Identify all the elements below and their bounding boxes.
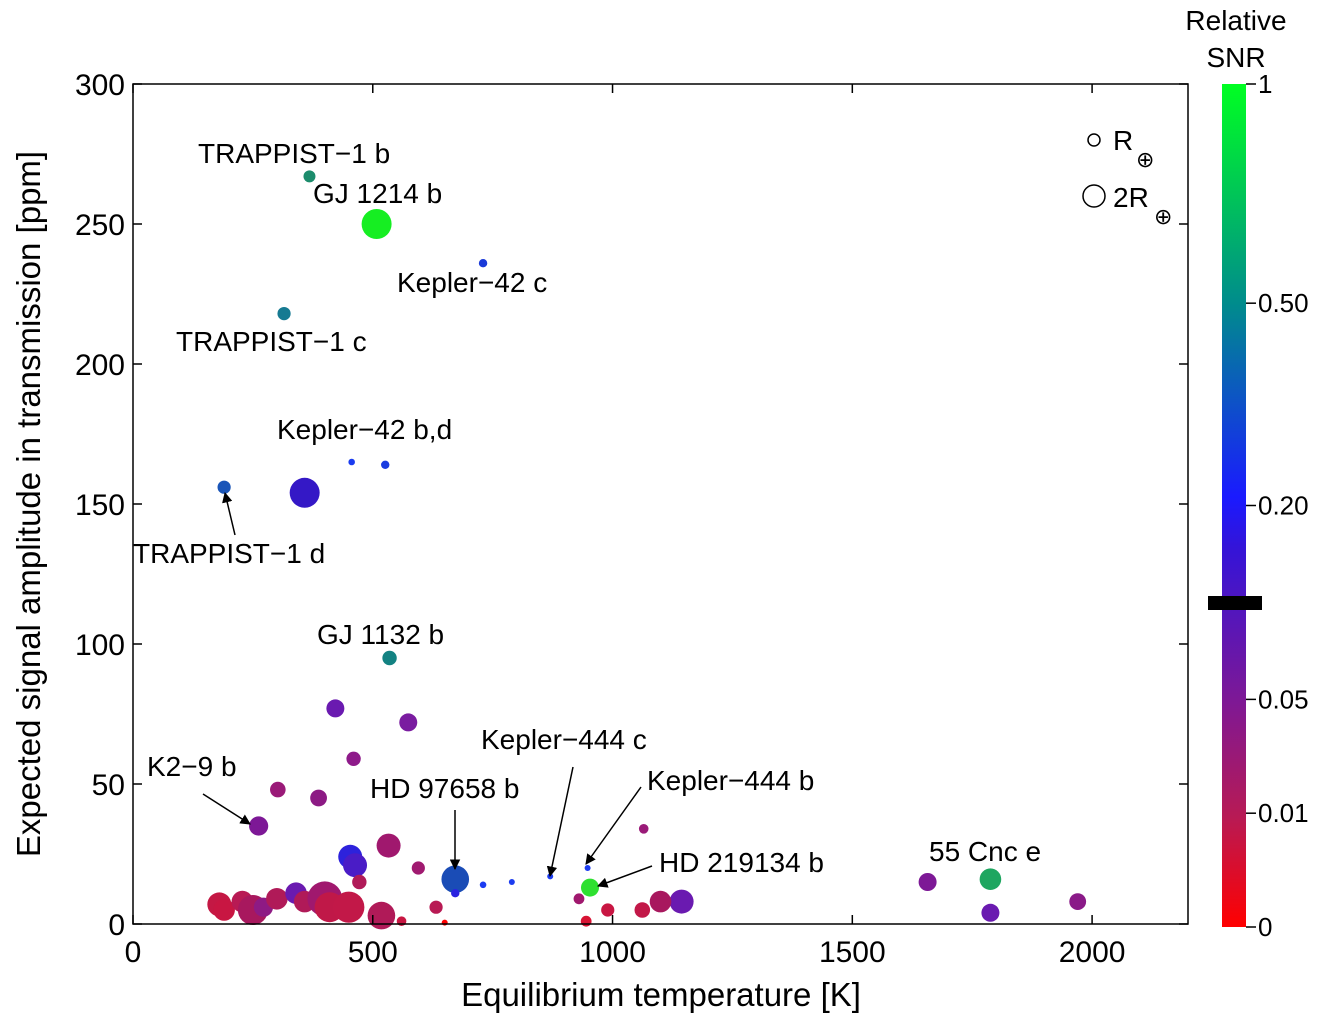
annotation-kepler-444b: Kepler−444 b: [647, 765, 814, 796]
data-point-29: [649, 890, 672, 913]
annotation-k2-9b: K2−9 b: [147, 751, 237, 782]
arrow-trappist-1d: [222, 491, 236, 536]
data-point-36: [981, 903, 1000, 922]
data-point-39: [213, 899, 235, 921]
data-point-52: [429, 900, 443, 914]
size-legend-sub-2: ⊕: [1154, 204, 1172, 229]
x-tick-label-0: 0: [125, 936, 142, 969]
annotation-gj-1214b: GJ 1214 b: [313, 178, 442, 209]
data-point-34: [918, 873, 937, 891]
data-point-12: [346, 751, 361, 766]
data-point-43: [266, 888, 288, 910]
data-point-4: [277, 307, 291, 321]
y-axis-label: Expected signal amplitude in transmissio…: [10, 151, 47, 857]
data-point-49: [352, 874, 367, 890]
data-point-25: [584, 865, 591, 871]
data-point-28: [669, 889, 694, 914]
annotation-gj-1132b: GJ 1132 b: [317, 619, 444, 650]
data-point-30: [634, 902, 651, 918]
data-point-9: [382, 650, 397, 666]
annotation-kepler-42c: Kepler−42 c: [397, 267, 547, 298]
annotation-hd-219134b: HD 219134 b: [659, 847, 824, 878]
size-legend-marker-2: [1082, 184, 1106, 208]
size-legend-sub-1: ⊕: [1136, 147, 1154, 172]
data-point-50: [367, 901, 396, 930]
data-point-7: [217, 480, 231, 494]
data-point-37: [1069, 893, 1087, 910]
y-tick-label-4: 200: [75, 349, 125, 382]
annotation-trappist-1b: TRAPPIST−1 b: [198, 138, 390, 169]
arrow-k2-9b: [202, 793, 251, 825]
data-point-14: [310, 789, 327, 807]
data-point-6: [381, 460, 390, 469]
y-tick-label-5: 250: [75, 209, 125, 242]
arrow-kepler-444b: [585, 786, 642, 865]
arrow-kepler-444c: [546, 766, 574, 878]
data-point-18: [343, 853, 368, 878]
data-point-48: [333, 891, 365, 923]
y-tick-label-1: 50: [92, 769, 125, 802]
data-point-10: [326, 699, 345, 718]
data-point-1: [303, 170, 316, 183]
size-legend-label-2: 2R: [1113, 182, 1149, 213]
colorbar-tick-label-0: 0: [1258, 912, 1272, 942]
colorbar-title-line2: SNR: [1206, 42, 1265, 73]
data-point-35: [979, 868, 1002, 890]
data-point-33: [573, 893, 585, 905]
annotation-hd-97658b: HD 97658 b: [370, 773, 519, 804]
data-point-26: [581, 878, 600, 897]
data-point-13: [270, 781, 286, 798]
arrow-hd-219134b: [597, 865, 653, 888]
colorbar-title-line1: Relative: [1185, 5, 1286, 36]
x-axis-label: Equilibrium temperature [K]: [461, 976, 861, 1013]
plot-frame: [132, 83, 1189, 925]
y-tick-label-2: 100: [75, 629, 125, 662]
x-tick-label-3: 1500: [819, 936, 886, 969]
axis-ticks: 0 500 1000 1500 2000 0 50 100 150 200 250 300: [75, 69, 1188, 969]
data-point-21: [451, 889, 460, 898]
x-tick-label-1: 500: [348, 936, 398, 969]
data-point-8: [289, 477, 320, 508]
annotation-trappist-1c: TRAPPIST−1 c: [176, 326, 367, 357]
data-point-32: [580, 915, 592, 927]
data-point-27: [638, 824, 649, 834]
data-point-22: [479, 881, 487, 889]
annotation-kepler-444c: Kepler−444 c: [481, 724, 647, 755]
data-point-3: [478, 259, 488, 268]
data-point-11: [399, 713, 418, 732]
size-legend: R ⊕ 2R ⊕: [1082, 125, 1172, 229]
x-tick-label-4: 2000: [1059, 936, 1126, 969]
data-point-5: [348, 458, 355, 466]
y-tick-label-0: 0: [108, 909, 125, 942]
colorbar-gradient: [1222, 84, 1246, 927]
annotation-trappist-1d: TRAPPIST−1 d: [133, 538, 325, 569]
data-point-15: [249, 816, 269, 836]
size-legend-label-1: R: [1113, 125, 1133, 156]
colorbar: 0 0.01 0.05 0.20 0.50 1 Relative SNR: [1185, 5, 1308, 942]
data-point-23: [508, 879, 515, 885]
data-point-19: [441, 865, 470, 893]
colorbar-tick-label-2: 0.05: [1258, 684, 1309, 714]
data-point-31: [601, 903, 615, 917]
annotation-55-cnc-e: 55 Cnc e: [929, 836, 1041, 867]
colorbar-tick-label-4: 0.50: [1258, 288, 1309, 318]
colorbar-tick-label-3: 0.20: [1258, 491, 1309, 521]
y-tick-label-3: 150: [75, 489, 125, 522]
colorbar-tick-label-5: 1: [1258, 69, 1272, 99]
annotation-kepler-42bd: Kepler−42 b,d: [277, 414, 452, 445]
x-tick-label-2: 1000: [579, 936, 646, 969]
y-tick-label-6: 300: [75, 69, 125, 102]
colorbar-tick-label-1: 0.01: [1258, 798, 1309, 828]
colorbar-marker: [1208, 596, 1262, 610]
data-points: [207, 170, 1087, 930]
data-point-16: [376, 833, 401, 858]
data-point-20: [411, 861, 425, 875]
size-legend-marker-1: [1087, 133, 1101, 147]
planet-annotations: TRAPPIST−1 b GJ 1214 b Kepler−42 c TRAPP…: [133, 138, 1041, 888]
data-point-2: [361, 209, 392, 239]
